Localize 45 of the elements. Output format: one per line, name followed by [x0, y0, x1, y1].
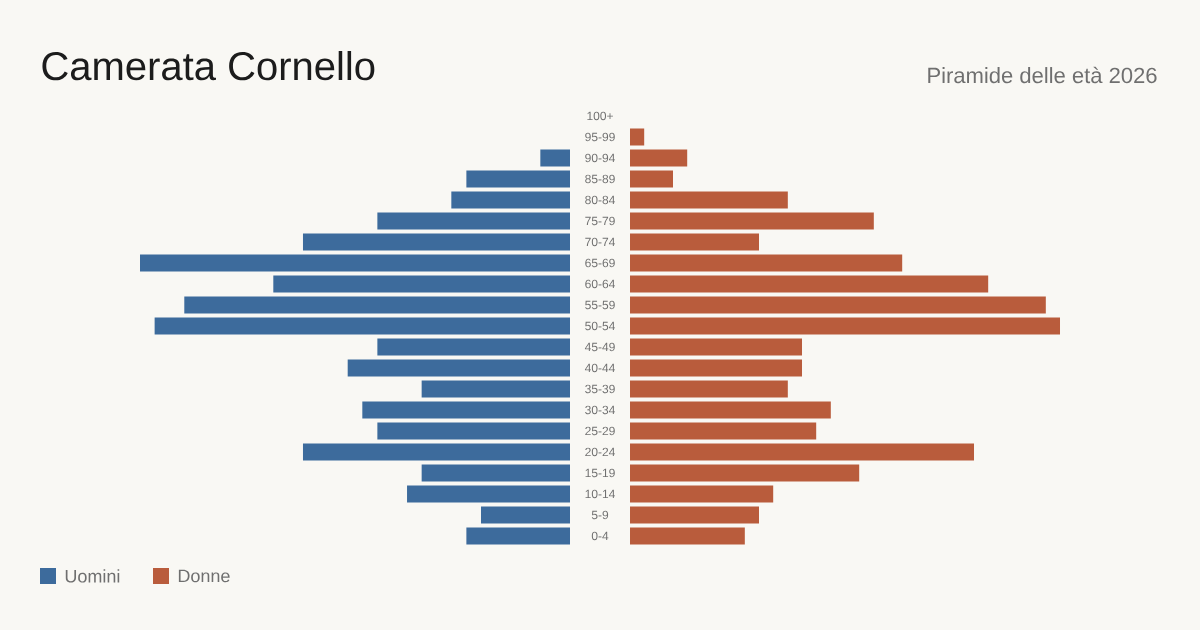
bar — [630, 359, 803, 377]
bar — [630, 317, 1061, 335]
y-tick-label: 45-49 — [584, 342, 615, 352]
y-tick-label: 35-39 — [585, 384, 615, 394]
y-tick-label: 95-99 — [585, 132, 615, 142]
bar — [630, 527, 745, 545]
bar — [630, 233, 759, 251]
y-tick-label: 75-79 — [585, 216, 615, 226]
y-tick-label: 60-64 — [585, 279, 616, 289]
y-tick-label: 0-4 — [591, 531, 609, 541]
y-tick-label: 100+ — [587, 111, 613, 121]
y-tick-label: 80-84 — [585, 195, 616, 205]
bar — [630, 254, 903, 272]
y-tick-label: 20-24 — [585, 447, 616, 457]
bar — [630, 191, 788, 209]
y-tick-label: 10-14 — [585, 489, 616, 499]
y-tick-label: 40-44 — [584, 363, 616, 373]
legend-label: Uomini — [65, 569, 120, 583]
chart-title: Camerata Cornello — [42, 51, 375, 81]
bar — [630, 149, 688, 167]
y-tick-label: 15-19 — [585, 468, 615, 478]
y-tick-label: 65-69 — [585, 258, 615, 268]
y-tick-label: 5-9 — [591, 510, 609, 520]
y-tick-label: 25-29 — [585, 426, 615, 436]
y-tick-label: 55-59 — [585, 300, 615, 310]
bar — [630, 212, 874, 230]
bar — [630, 401, 831, 419]
bar — [630, 296, 1046, 314]
y-tick-label: 85-89 — [585, 174, 615, 184]
y-tick-label: 90-94 — [585, 153, 616, 163]
bar — [630, 422, 817, 440]
bar — [630, 275, 989, 293]
y-tick-label: 30-34 — [585, 405, 616, 415]
bar — [630, 485, 774, 503]
bar — [630, 506, 759, 524]
bar — [630, 464, 860, 482]
bar — [630, 380, 788, 398]
bar — [630, 338, 803, 356]
chart-subtitle: Piramide delle età 2026 — [928, 66, 1157, 84]
y-tick-label: 50-54 — [585, 321, 616, 331]
legend-label: Donne — [178, 569, 230, 583]
y-tick-label: 70-74 — [585, 237, 616, 247]
bar — [630, 443, 975, 461]
bar — [630, 128, 645, 146]
bar — [630, 170, 673, 188]
